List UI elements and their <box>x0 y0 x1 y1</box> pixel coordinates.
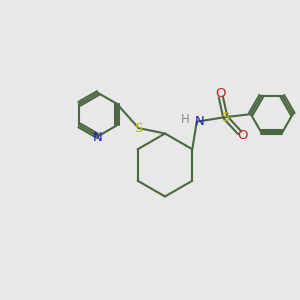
Text: O: O <box>237 129 248 142</box>
Text: N: N <box>93 131 103 144</box>
Text: N: N <box>194 115 204 128</box>
Text: S: S <box>134 122 143 135</box>
Text: O: O <box>215 87 226 100</box>
Text: S: S <box>221 111 230 124</box>
Text: H: H <box>181 113 190 126</box>
